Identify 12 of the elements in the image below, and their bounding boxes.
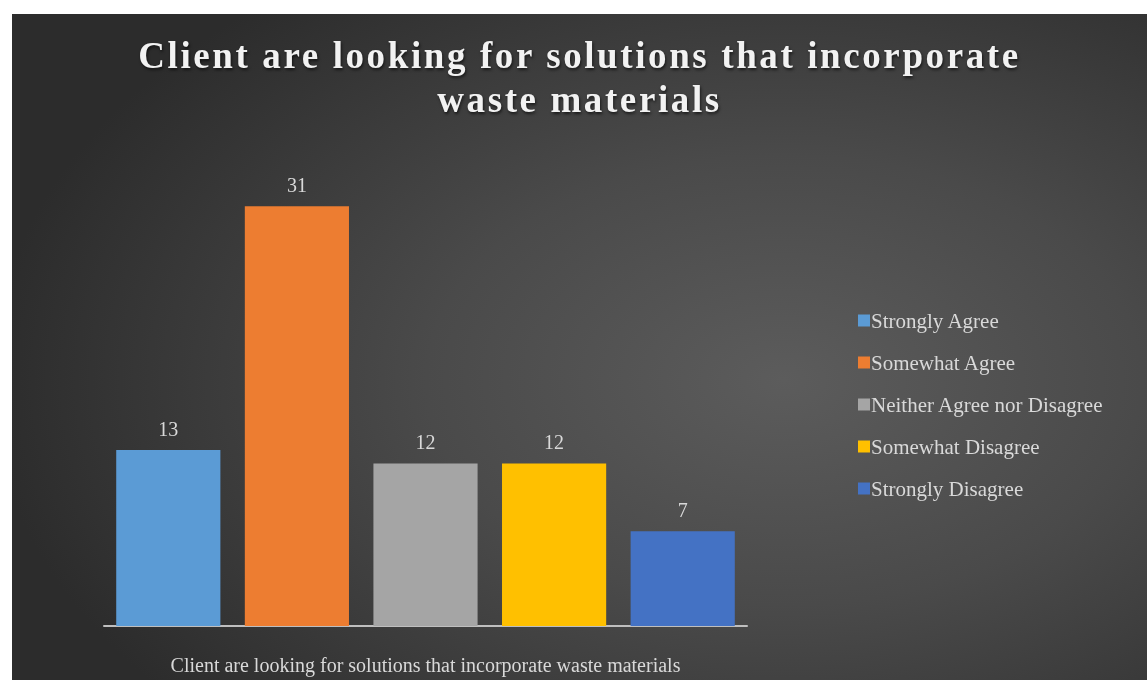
data-label: 12: [544, 431, 565, 454]
legend-label: Strongly Disagree: [871, 476, 1024, 501]
data-label: 13: [158, 417, 179, 440]
data-label: 12: [415, 431, 436, 454]
legend-label: Somewhat Disagree: [871, 434, 1040, 459]
data-label: 7: [677, 499, 688, 522]
chart-title: Client are looking for solutions that incorporate waste materials: [137, 34, 1022, 122]
legend-label: Strongly Agree: [871, 308, 999, 333]
data-label: 31: [286, 174, 307, 197]
legend-label: Neither Agree nor Disagree: [871, 392, 1103, 417]
x-axis-title: Client are looking for solutions that incorporate waste materials: [170, 654, 681, 677]
legend-label: Somewhat Agree: [871, 350, 1016, 375]
